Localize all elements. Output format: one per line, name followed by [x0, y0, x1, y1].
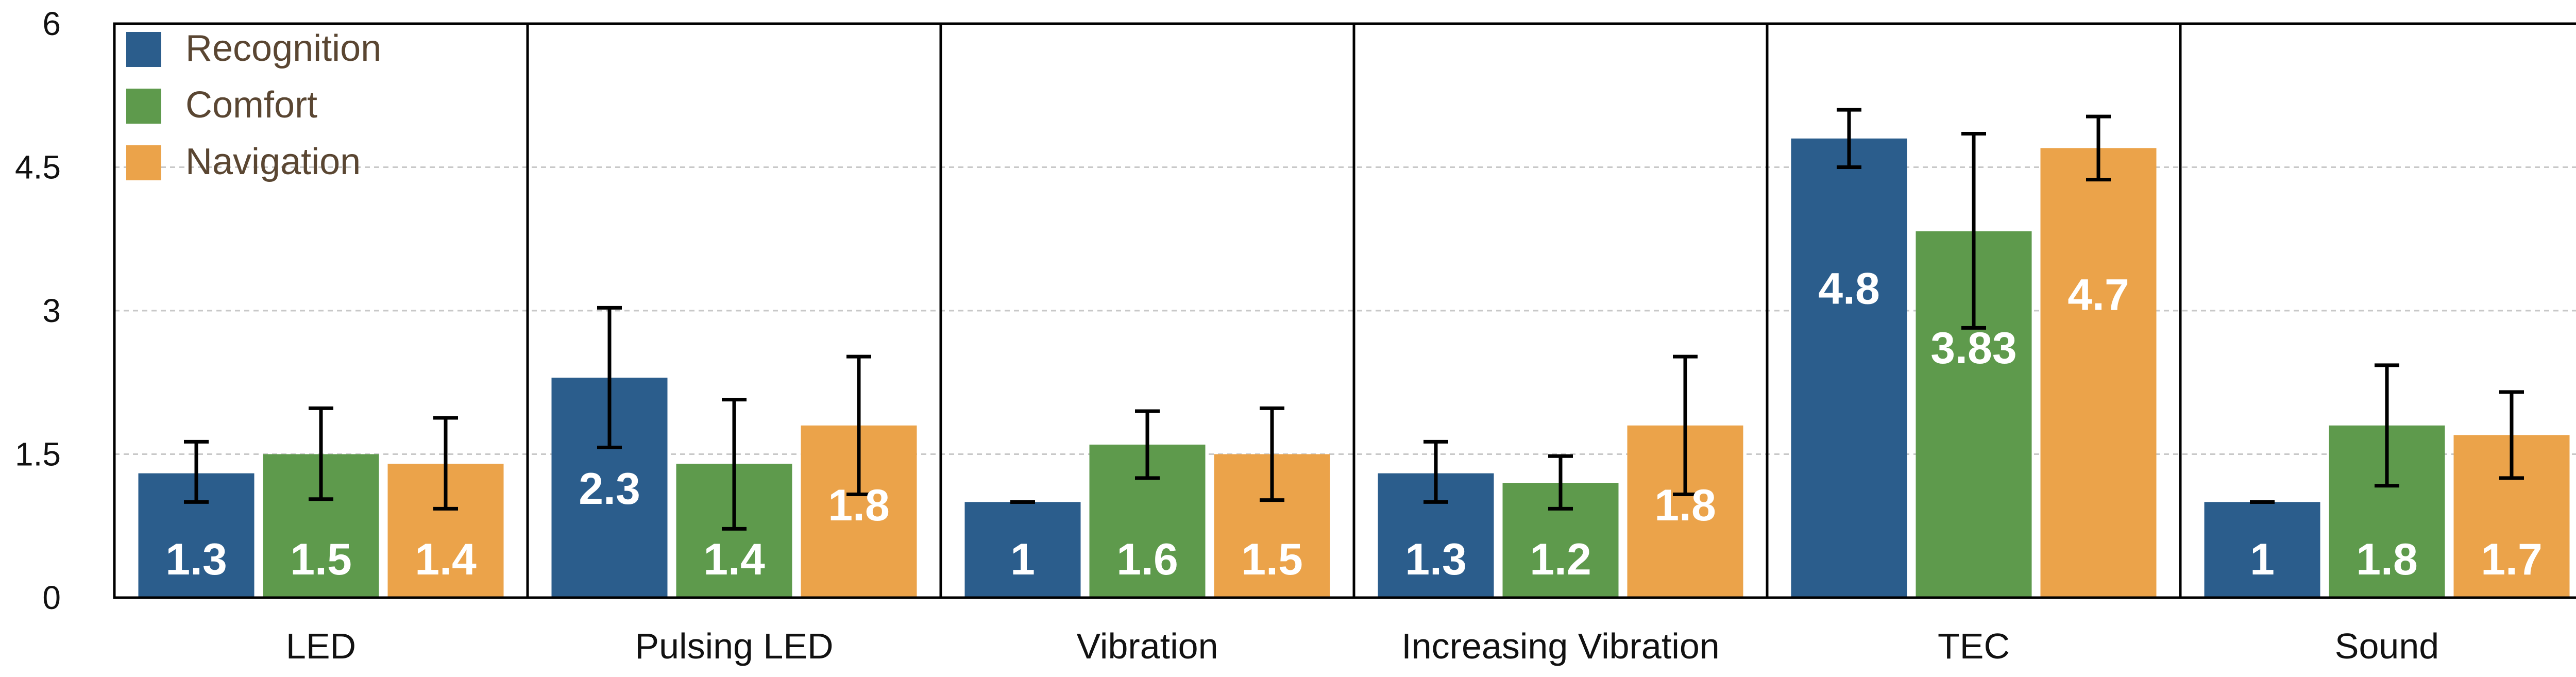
x-category-label: Increasing Vibration — [1401, 626, 1719, 666]
axis-labels: 0 1.5 3 4.5 6 LED Pulsing LED Vibration Increasi… — [15, 5, 2439, 666]
bar-navigation — [2040, 148, 2157, 598]
x-category-label: LED — [286, 626, 356, 666]
panel-frames — [113, 22, 2576, 599]
bar-recognition — [1791, 138, 1907, 598]
bar-recognition — [2204, 502, 2320, 598]
value-label: 2.3 — [579, 464, 640, 514]
error-bars — [184, 108, 2524, 531]
y-tick-label: 3 — [42, 292, 61, 329]
value-label: 1.4 — [703, 535, 765, 584]
value-label: 1.5 — [1241, 535, 1303, 584]
y-tick-label: 6 — [42, 5, 61, 42]
value-label: 1.6 — [1116, 535, 1178, 584]
y-tick-label: 4.5 — [15, 149, 61, 186]
value-labels: 1.3 2.3 1 1.3 4.8 1 1.5 1.4 1.6 1.2 3.83 1.8 1.4 1.8 1… — [165, 264, 2543, 584]
value-label: 1.5 — [290, 535, 352, 584]
legend-label-comfort: Comfort — [185, 84, 317, 126]
y-tick-label: 1.5 — [15, 436, 61, 473]
value-label: 1.2 — [1530, 535, 1591, 584]
legend-label-recognition: Recognition — [185, 28, 381, 69]
x-category-label: Pulsing LED — [635, 626, 833, 666]
value-label: 1.4 — [415, 535, 477, 584]
legend-swatch-comfort — [126, 89, 161, 124]
value-label: 1.8 — [2356, 535, 2418, 584]
value-label: 3.83 — [1930, 324, 2016, 373]
bar-recognition — [964, 502, 1081, 598]
x-category-label: Sound — [2335, 626, 2439, 666]
value-label: 1.8 — [1654, 481, 1716, 530]
value-label: 1.3 — [1405, 535, 1467, 584]
x-category-label: TEC — [1938, 626, 2010, 666]
value-label: 1.8 — [828, 481, 890, 530]
legend-label-navigation: Navigation — [185, 141, 361, 182]
y-tick-label: 0 — [42, 579, 61, 616]
value-label: 1 — [1010, 535, 1035, 584]
x-category-label: Vibration — [1076, 626, 1218, 666]
value-label: 4.7 — [2067, 270, 2129, 320]
value-label: 1.3 — [165, 535, 227, 584]
gridlines — [114, 166, 2576, 455]
legend: Recognition Comfort Navigation — [126, 28, 381, 182]
legend-swatch-navigation — [126, 145, 161, 180]
value-label: 4.8 — [1818, 264, 1880, 314]
value-label: 1.7 — [2481, 535, 2543, 584]
value-label: 1 — [2250, 535, 2275, 584]
legend-swatch-recognition — [126, 32, 161, 67]
